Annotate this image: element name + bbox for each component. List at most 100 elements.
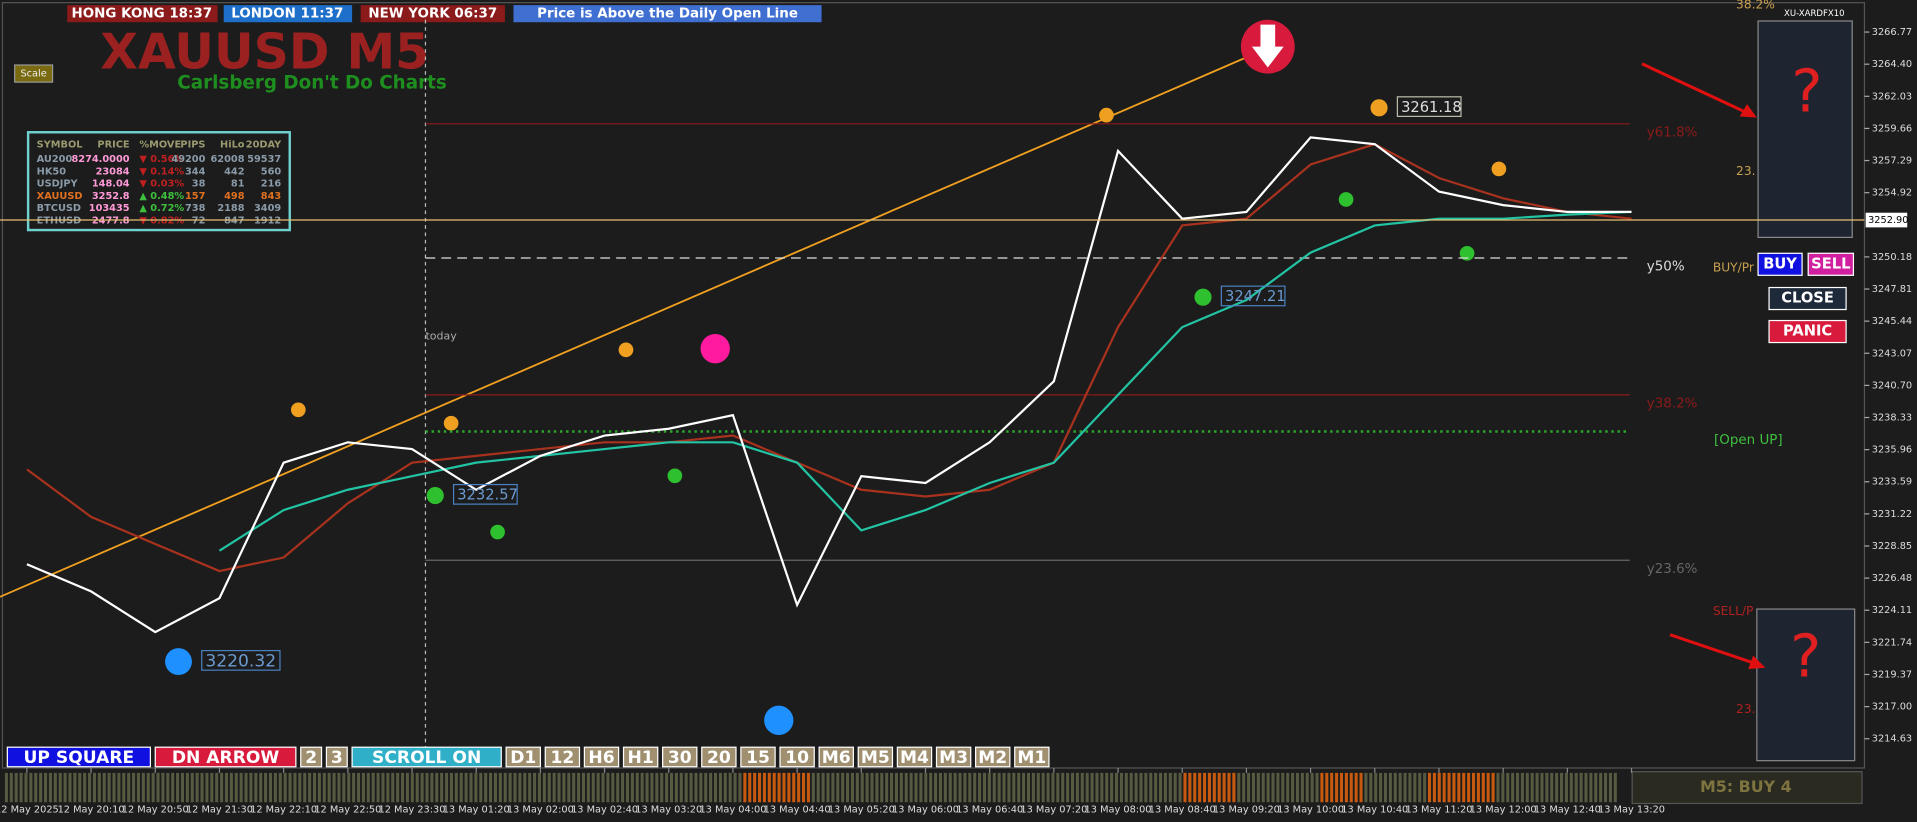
strip-bar bbox=[669, 772, 674, 803]
strip-bar bbox=[1379, 772, 1383, 803]
strip-bar bbox=[777, 772, 781, 803]
clock-box bbox=[67, 5, 218, 23]
strip-bar bbox=[1325, 772, 1329, 803]
strip-bar bbox=[1242, 772, 1246, 803]
toolbar-button[interactable] bbox=[1014, 746, 1050, 768]
strip-bar bbox=[58, 772, 62, 803]
strip-bar bbox=[1515, 772, 1520, 803]
toolbar-button[interactable] bbox=[154, 746, 297, 768]
strip-bar bbox=[136, 772, 140, 803]
x-tick-label: 13 May 01:20 bbox=[443, 805, 510, 816]
strip-bar bbox=[963, 772, 967, 803]
toolbar-button[interactable] bbox=[662, 746, 698, 768]
panic-button[interactable] bbox=[1768, 319, 1847, 344]
strip-bar bbox=[831, 772, 835, 803]
strip-bar bbox=[332, 772, 336, 803]
toolbar-button[interactable] bbox=[583, 746, 620, 768]
table-cell: 560 bbox=[261, 166, 282, 177]
strip-bar bbox=[694, 772, 698, 803]
x-tick-label: 13 May 04:40 bbox=[764, 805, 831, 816]
strip-bar bbox=[1105, 772, 1109, 803]
strip-bar bbox=[1604, 772, 1608, 803]
price-line bbox=[26, 142, 1632, 573]
strip-bar bbox=[146, 772, 150, 803]
strip-bar bbox=[713, 772, 718, 803]
strip-bar bbox=[1305, 772, 1309, 803]
toolbar-button[interactable] bbox=[818, 746, 854, 768]
toolbar-button[interactable] bbox=[779, 746, 815, 768]
toolbar-button[interactable] bbox=[544, 746, 581, 768]
toolbar-button[interactable] bbox=[325, 746, 348, 768]
strip-bar bbox=[689, 772, 693, 803]
strip-bar bbox=[1183, 772, 1187, 803]
fib-label: 23. bbox=[1736, 702, 1755, 716]
strip-bar bbox=[386, 772, 390, 803]
toolbar-button[interactable] bbox=[6, 746, 151, 768]
strip-bar bbox=[1398, 772, 1402, 803]
sell-button[interactable] bbox=[1807, 252, 1855, 276]
question-mark: ? bbox=[1790, 623, 1821, 691]
strip-bar bbox=[366, 772, 370, 803]
strip-bar bbox=[259, 772, 263, 803]
strip-bar bbox=[865, 772, 869, 803]
strip-bar bbox=[978, 772, 982, 803]
strip-bar bbox=[704, 772, 708, 803]
strip-bar bbox=[1144, 772, 1148, 803]
strip-bar bbox=[1085, 772, 1089, 803]
strip-bar bbox=[283, 772, 287, 803]
price-line bbox=[218, 210, 1632, 552]
toolbar-button[interactable] bbox=[505, 746, 541, 768]
strip-bar bbox=[743, 772, 747, 803]
strip-bar bbox=[298, 772, 302, 803]
scale-button[interactable] bbox=[14, 64, 54, 83]
strip-bar bbox=[454, 772, 458, 803]
buy-button[interactable] bbox=[1757, 252, 1803, 276]
table-cell: 62008 bbox=[211, 154, 245, 165]
strip-bar bbox=[4, 772, 8, 803]
strip-bar bbox=[1564, 772, 1568, 803]
table-cell: 442 bbox=[224, 166, 244, 177]
pointer-arrow bbox=[1641, 62, 1753, 117]
toolbar-button[interactable] bbox=[740, 746, 776, 768]
level-label: [Open UP] bbox=[1714, 433, 1783, 448]
strip-bar bbox=[635, 772, 639, 803]
toolbar-button[interactable] bbox=[351, 746, 502, 768]
strip-bar bbox=[1251, 772, 1255, 803]
strip-bar bbox=[1574, 772, 1578, 803]
x-tick-label: 13 May 08:40 bbox=[1149, 805, 1216, 816]
toolbar-button[interactable] bbox=[300, 746, 323, 768]
strip-bar bbox=[1149, 772, 1153, 803]
strip-bar bbox=[1110, 772, 1114, 803]
strip-bar bbox=[904, 772, 908, 803]
toolbar-button[interactable] bbox=[622, 746, 659, 768]
strip-bar bbox=[420, 772, 424, 803]
x-tick-label: 13 May 02:40 bbox=[571, 805, 638, 816]
y-tick-label: 3254.92 bbox=[1872, 188, 1912, 199]
toolbar-button[interactable] bbox=[975, 746, 1011, 768]
strip-bar bbox=[616, 772, 620, 803]
x-tick-label: 12 May 21:30 bbox=[186, 805, 253, 816]
toolbar-button[interactable] bbox=[701, 746, 737, 768]
x-tick-label: 13 May 03:20 bbox=[635, 805, 702, 816]
strip-bar bbox=[508, 772, 512, 803]
toolbar-button[interactable] bbox=[896, 746, 933, 768]
x-tick-label: 13 May 12:40 bbox=[1534, 805, 1601, 816]
close-button[interactable] bbox=[1768, 286, 1847, 311]
strip-bar bbox=[934, 772, 938, 803]
strip-bar bbox=[78, 772, 82, 803]
strip-bar bbox=[151, 772, 155, 803]
strip-bar bbox=[391, 772, 395, 803]
toolbar-label: H6 bbox=[588, 748, 614, 768]
toolbar-button[interactable] bbox=[935, 746, 972, 768]
toolbar-button[interactable] bbox=[857, 746, 894, 768]
strip-bar bbox=[1022, 772, 1026, 803]
strip-bar bbox=[1447, 772, 1451, 803]
y-tick-label: 3228.85 bbox=[1872, 541, 1912, 552]
strip-bar bbox=[1271, 772, 1275, 803]
price-label-box bbox=[201, 649, 281, 671]
strip-bar bbox=[215, 772, 219, 803]
strip-bar bbox=[762, 772, 766, 803]
strip-bar bbox=[738, 772, 742, 803]
strip-bar bbox=[156, 772, 160, 803]
